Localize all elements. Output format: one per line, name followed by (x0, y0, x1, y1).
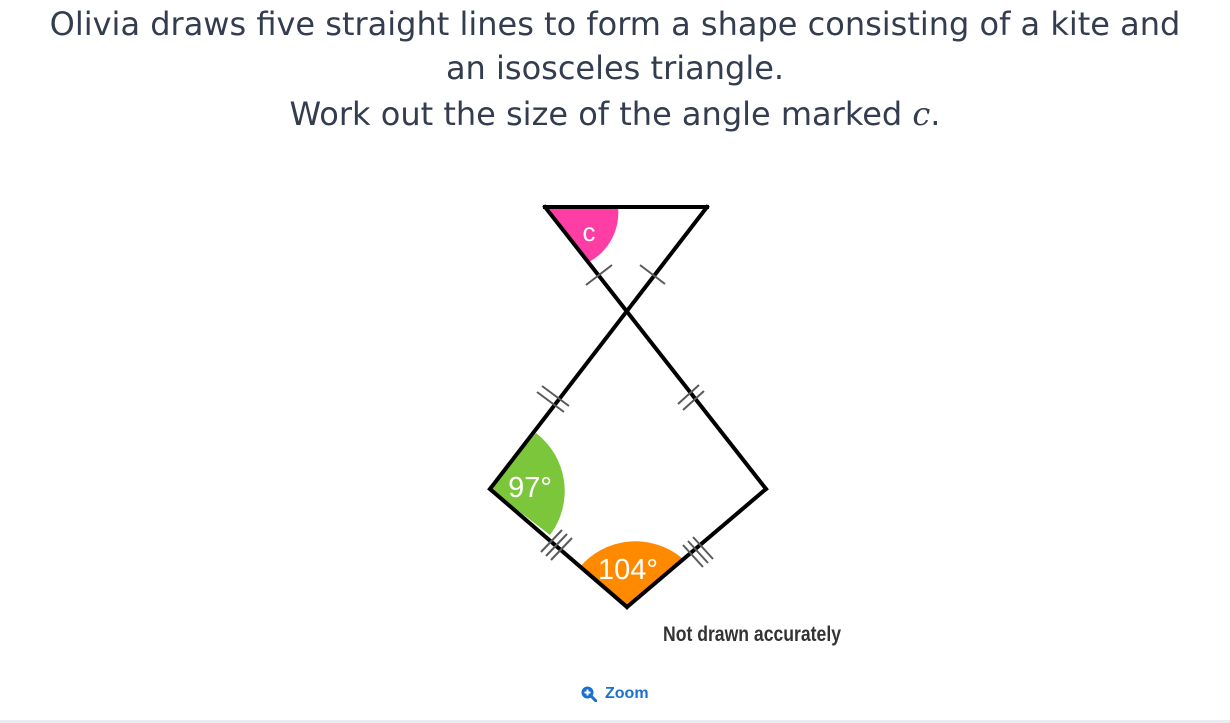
angle-104-label: 104° (598, 554, 658, 586)
zoom-button[interactable]: Zoom (581, 682, 649, 706)
angle-97-label: 97° (508, 472, 552, 504)
question-line-2-text: Work out the size of the angle marked (289, 95, 913, 133)
angle-c-sector (545, 207, 619, 262)
tick-single-left (585, 264, 613, 286)
question-line-2-end: . (930, 95, 941, 133)
question-line-2: Work out the size of the angle marked c. (0, 92, 1230, 136)
bottom-divider (0, 720, 1230, 723)
equal-length-ticks (536, 264, 714, 568)
tick-double-right (677, 384, 705, 411)
tick-triple-right (682, 536, 714, 568)
angle-variable: c (912, 95, 931, 133)
angle-c-label: c (583, 217, 596, 247)
angle-97-sector (490, 433, 565, 535)
line-diagonal-a (542, 204, 769, 492)
not-drawn-accurately-note: Not drawn accurately (663, 623, 841, 646)
zoom-label: Zoom (605, 685, 649, 702)
line-kite-left (487, 486, 630, 610)
tick-triple-left (540, 529, 573, 561)
shape-lines (487, 204, 769, 610)
question-line-1b: an isosceles triangle. (445, 49, 785, 87)
line-diagonal-b (487, 204, 710, 492)
zoom-in-icon (581, 686, 597, 702)
question-text: Olivia draws five straight lines to form… (0, 2, 1230, 136)
tick-double-left (536, 385, 570, 413)
question-line-1: Olivia draws five straight lines to form… (49, 5, 1181, 43)
line-kite-right (624, 486, 769, 610)
tick-single-right (639, 264, 666, 285)
angle-104-sector (579, 541, 682, 607)
